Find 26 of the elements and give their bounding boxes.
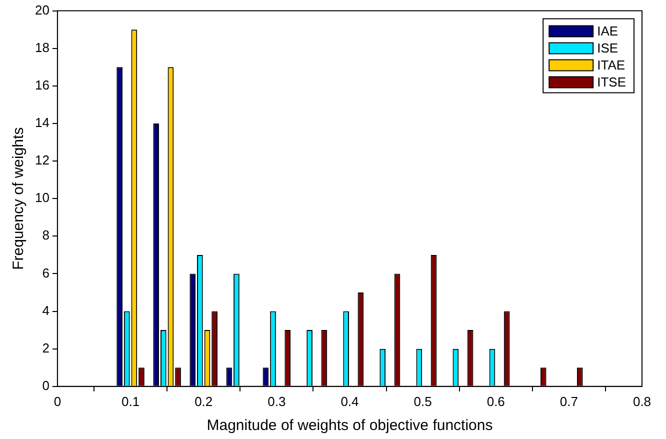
y-tick-label: 14 — [34, 115, 50, 130]
x-tick-label: 0.1 — [121, 394, 140, 409]
x-tick-label: 0.8 — [632, 394, 652, 409]
y-tick-label: 20 — [34, 2, 50, 18]
y-tick-label: 12 — [34, 152, 50, 168]
y-tick-label: 6 — [42, 265, 50, 280]
legend-label: ITAE — [597, 57, 626, 72]
x-tick-label: 0.6 — [486, 394, 505, 409]
y-tick-label: 16 — [34, 78, 50, 92]
y-tick-label: 2 — [42, 340, 50, 356]
legend-label: ISE — [597, 40, 618, 56]
y-axis-title: Frequency of weights — [10, 127, 28, 270]
x-tick-label: 0 — [54, 394, 62, 409]
y-tick-label: 0 — [42, 378, 50, 393]
x-tick-label: 0.7 — [560, 394, 578, 409]
x-axis-title: Magnitude of weights of objective functions — [206, 417, 493, 434]
y-tick-label: 8 — [42, 228, 50, 243]
legend-label: ITSE — [597, 74, 626, 90]
x-tick-label: 0.2 — [194, 394, 213, 409]
y-tick-label: 18 — [34, 40, 50, 55]
x-tick-label: 0.3 — [268, 394, 286, 409]
y-tick-label: 4 — [42, 302, 50, 318]
legend-label: IAE — [597, 23, 618, 38]
x-tick-label: 0.5 — [414, 394, 432, 409]
x-tick-label: 0.4 — [340, 394, 359, 409]
y-tick-label: 10 — [34, 190, 50, 206]
